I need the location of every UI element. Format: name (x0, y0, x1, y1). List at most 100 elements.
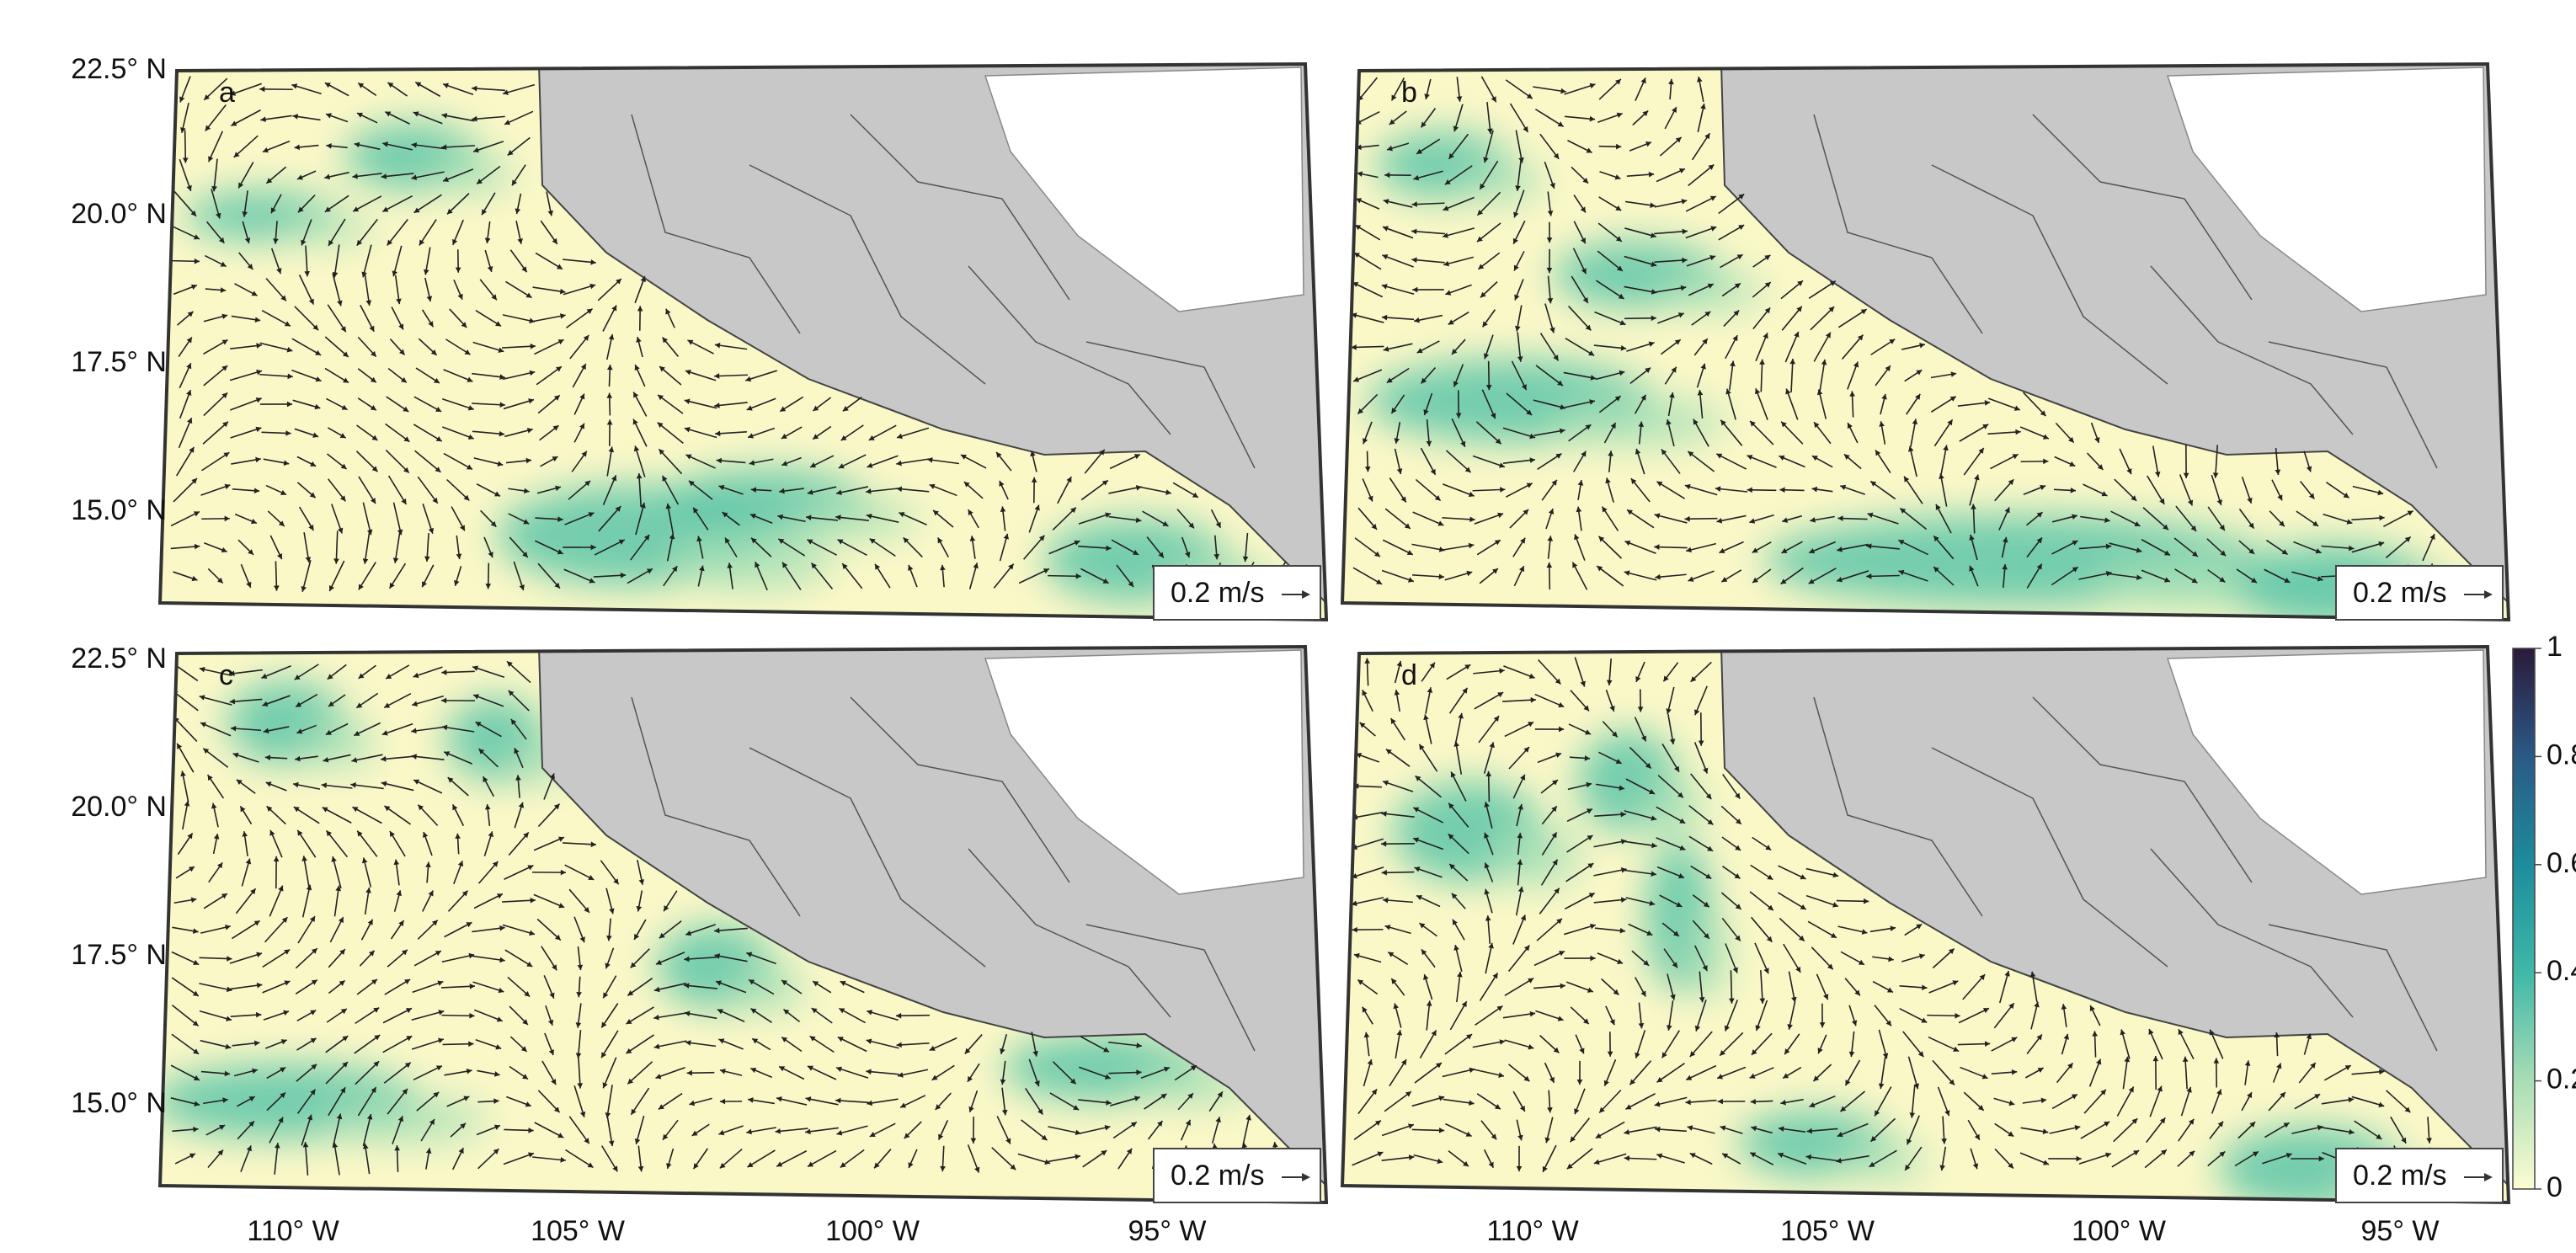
vector-arrowhead (1674, 339, 1681, 345)
vector-arrowhead (1352, 926, 1357, 933)
vector-arrowhead (1356, 144, 1362, 151)
vector-arrow (1444, 1033, 1473, 1055)
vector-arrowhead (1555, 678, 1561, 685)
vector-arrowhead (1429, 662, 1435, 669)
vector-arrowhead (580, 363, 586, 370)
vector-arrowhead (1609, 705, 1615, 712)
vector-arrow (2291, 571, 2323, 581)
vector-arrow (1444, 165, 1473, 185)
vector-arrow (392, 502, 403, 536)
vector-arrowhead (332, 1142, 339, 1149)
vector-arrowhead (522, 1019, 528, 1025)
vector-arrowhead (177, 743, 183, 749)
vector-arrow (573, 1085, 585, 1118)
vector-arrowhead (1453, 945, 1459, 951)
vector-arrowhead (1157, 1120, 1163, 1127)
vector-arrowhead (1882, 1053, 1889, 1059)
vector-arrowhead (438, 1010, 445, 1016)
vector-arrowhead (339, 980, 345, 986)
vector-arrowhead (1982, 424, 1989, 429)
vector-arrow (332, 856, 342, 889)
vector-arrowhead (308, 524, 314, 531)
vector-arrowhead (1890, 925, 1896, 931)
vector-arrowhead (1188, 522, 1195, 529)
vector-arrowhead (719, 1069, 726, 1074)
vector-arrowhead (658, 394, 664, 401)
vector-arrow (1381, 284, 1415, 296)
vector-arrowhead (437, 980, 444, 986)
vector-arrowhead (277, 553, 283, 560)
vector-arrowhead (1593, 1159, 1600, 1165)
vector-arrow (472, 926, 505, 933)
vector-arrowhead (1528, 722, 1534, 728)
vector-arrowhead (180, 127, 186, 133)
vector-arrowhead (1583, 705, 1590, 712)
vector-arrowhead (807, 1065, 813, 1071)
vector-arrowhead (1615, 205, 1622, 211)
vector-arrow (2351, 541, 2385, 553)
scale-box (2335, 565, 2504, 621)
vector-arrow (2110, 510, 2141, 527)
vector-arrow (298, 275, 315, 305)
vector-arrowhead (583, 335, 589, 341)
vector-arrowhead (579, 423, 584, 429)
vector-arrowhead (422, 832, 429, 838)
vector-arrow (229, 952, 263, 964)
vector-arrowhead (2212, 472, 2219, 478)
vector-arrowhead (1000, 506, 1006, 512)
vector-arrow (381, 722, 413, 736)
vector-arrow (563, 568, 595, 584)
vector-arrow (1593, 868, 1627, 877)
vector-arrowhead (401, 499, 407, 505)
vector-arrow (1755, 388, 1768, 420)
state-border (2268, 924, 2438, 1052)
vector-arrowhead (389, 831, 395, 837)
vector-arrow (178, 417, 193, 449)
vector-arrowhead (1357, 408, 1364, 414)
vector-arrowhead (373, 1061, 380, 1067)
vector-arrowhead (2040, 484, 2046, 491)
vector-arrowhead (254, 317, 261, 323)
colorbar-tick-label: 0.2 (2547, 1064, 2576, 1096)
vector-arrow (1516, 159, 1523, 191)
vector-arrowhead (551, 1079, 557, 1085)
vector-arrowhead (415, 82, 422, 88)
vector-arrow (335, 531, 339, 564)
lat-label: 20.0° N (71, 198, 167, 230)
vector-arrowhead (2219, 577, 2226, 583)
vector-arrowhead (576, 991, 582, 998)
vector-arrowhead (611, 475, 617, 482)
lat-label: 17.5° N (71, 939, 167, 971)
vector-arrow (1415, 478, 1442, 502)
vector-arrowhead (354, 141, 360, 148)
vector-arrowhead (626, 1018, 632, 1025)
vector-arrow (1690, 773, 1712, 800)
vector-arrow (1685, 1064, 1717, 1081)
vector-arrow (606, 1113, 613, 1147)
vector-arrowhead (632, 419, 638, 425)
vector-arrow (173, 477, 198, 503)
map-area (1342, 647, 2509, 1202)
vector-arrowhead (1106, 1100, 1112, 1106)
vector-arrowhead (696, 536, 702, 542)
vector-arrowhead (529, 370, 536, 376)
vector-arrowhead (1913, 1083, 1920, 1090)
vector-arrowhead (256, 982, 263, 989)
vector-arrowhead (1530, 696, 1536, 703)
vector-arrowhead (473, 694, 480, 700)
vector-arrowhead (2096, 1058, 2102, 1065)
vector-arrow (684, 984, 717, 989)
map-frame (157, 644, 1329, 1205)
vector-arrowhead (866, 1038, 872, 1044)
vector-arrowhead (1840, 1106, 1847, 1112)
vector-arrowhead (840, 435, 847, 441)
vector-arrowhead (2249, 1122, 2256, 1128)
vector-arrow (1928, 980, 1959, 994)
vector-arrowhead (1387, 145, 1393, 152)
vector-arrow (602, 1057, 617, 1089)
vector-arrowhead (400, 376, 407, 383)
vector-arrowhead (1521, 384, 1527, 391)
vector-arrowhead (387, 239, 393, 246)
vector-arrow (422, 504, 434, 534)
vector-arrow (1807, 920, 1837, 939)
